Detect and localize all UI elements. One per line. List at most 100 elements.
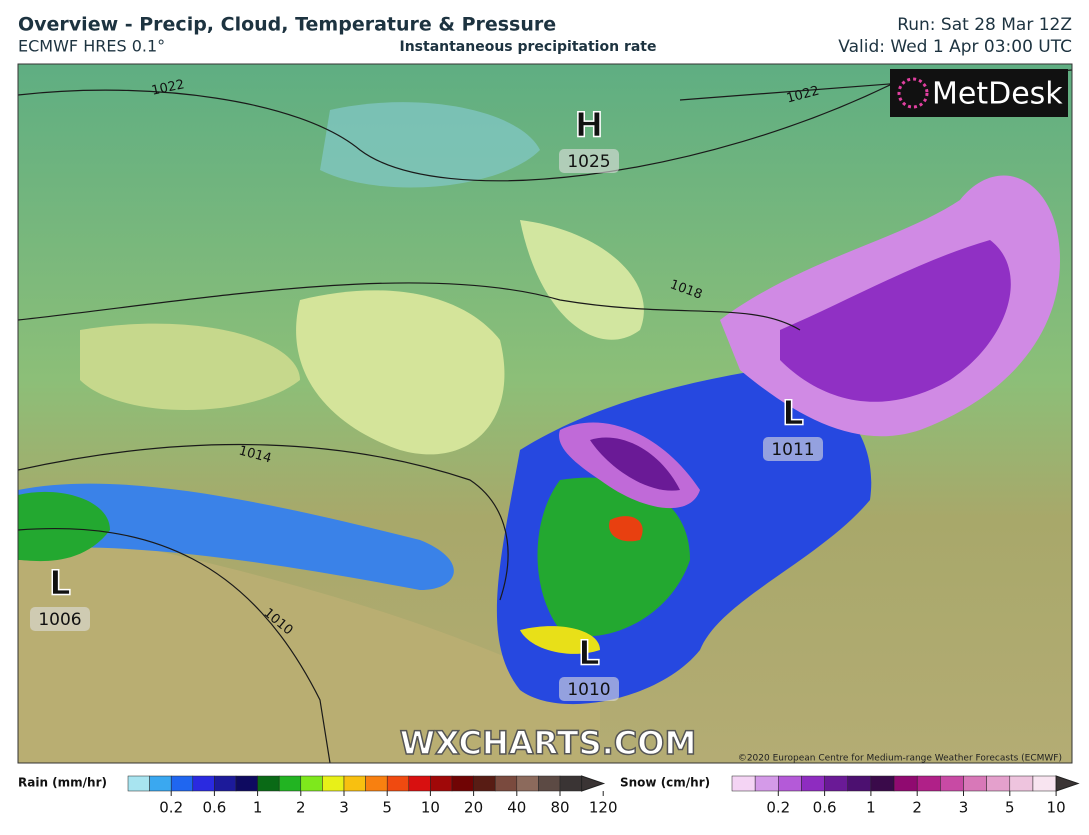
precip (18, 483, 454, 590)
center-pressure: 1011 (771, 440, 814, 460)
precip (520, 626, 600, 654)
legend-swatch (494, 775, 518, 792)
isobar (18, 282, 801, 331)
legend-tick-label: 0.6 (202, 799, 226, 817)
legend-swatch (870, 775, 895, 792)
legend-tick-label: 1 (253, 799, 263, 817)
legend-swatch (430, 775, 453, 792)
legend-swatch (170, 775, 194, 792)
center-pressure: 1006 (38, 610, 81, 630)
snow (590, 437, 680, 491)
legend-swatch (538, 775, 561, 792)
legend-tick-label: 5 (382, 799, 392, 817)
legend-swatch (516, 775, 539, 792)
precip (609, 516, 643, 542)
legend-swatch (257, 775, 280, 792)
legend-swatch (1032, 775, 1057, 792)
legend-tick-label: 20 (464, 799, 483, 817)
legend-swatch (824, 775, 848, 792)
center-pressure: 1025 (567, 152, 610, 172)
legend-tick-label: 5 (1005, 799, 1015, 817)
legend-tick-label: 0.6 (813, 799, 837, 817)
legend-swatch (192, 775, 215, 792)
legend-swatch (365, 775, 388, 792)
pressure-box (559, 149, 619, 173)
legend-tick-label: 120 (589, 799, 618, 817)
legend-tick-label: 80 (550, 799, 569, 817)
title: Overview - Precip, Cloud, Temperature & … (18, 14, 556, 36)
isobar-label: 1022 (150, 77, 185, 99)
pressure-box (763, 437, 823, 461)
legend-swatch (893, 775, 918, 792)
legend-tick-label: 3 (959, 799, 969, 817)
legend-tick-label: 40 (507, 799, 526, 817)
legend-swatch (235, 775, 258, 792)
legend-swatch (451, 775, 474, 792)
legend-swatch (731, 775, 756, 792)
legend-label: Rain (mm/hr) (18, 776, 107, 790)
sea (80, 323, 300, 410)
legend-arrow (1055, 775, 1080, 792)
watermark: WXCHARTS.COM (400, 724, 697, 762)
alps (320, 102, 540, 188)
sea (520, 220, 644, 340)
model: ECMWF HRES 0.1° (18, 37, 165, 56)
legend-swatch (127, 775, 150, 792)
legend-swatch (473, 775, 496, 792)
center-letter: L (578, 634, 600, 674)
copyright: ©2020 European Centre for Medium-range W… (738, 754, 1062, 764)
pressure-box (30, 607, 90, 631)
legend-swatch (986, 775, 1011, 792)
snow (780, 240, 1011, 402)
pressure-box (559, 677, 619, 701)
legend-swatch (149, 775, 172, 792)
run: Run: Sat 28 Mar 12Z (897, 15, 1072, 35)
legend-swatch (847, 775, 872, 792)
center-letter: L (782, 394, 804, 434)
logo-mark (897, 77, 929, 109)
subtitle: Instantaneous precipitation rate (400, 39, 657, 55)
center-letter: H (575, 106, 603, 146)
isobar (18, 443, 509, 601)
legend-swatch (801, 775, 825, 792)
precip (18, 491, 110, 562)
logo: MetDesk (932, 77, 1063, 112)
legend-label: Snow (cm/hr) (620, 776, 710, 790)
center-letter: L (49, 564, 71, 604)
legend-swatch (754, 775, 779, 792)
legend-swatch (940, 775, 964, 792)
legend-tick-label: 2 (912, 799, 922, 817)
legend-swatch (386, 775, 410, 792)
center-pressure: 1010 (567, 680, 610, 700)
legend-tick-label: 10 (1047, 799, 1066, 817)
logo-box (890, 69, 1068, 117)
map: MetDesk WXCHARTS.COM ©2020 European Cent… (18, 64, 1072, 764)
sea (296, 290, 505, 455)
legend-tick-label: 10 (421, 799, 440, 817)
land (18, 520, 600, 763)
legend-swatch (300, 775, 323, 792)
valid: Valid: Wed 1 Apr 03:00 UTC (838, 37, 1072, 57)
legend-swatch (916, 775, 941, 792)
legend-tick-label: 2 (296, 799, 306, 817)
precip (537, 477, 690, 637)
isobar (18, 527, 331, 763)
legend-tick-label: 3 (339, 799, 349, 817)
legend-swatch (343, 775, 366, 792)
legend-tick-label: 0.2 (766, 799, 790, 817)
legend-swatch (1009, 775, 1034, 792)
isobar (18, 79, 901, 182)
legend-tick-label: 1 (866, 799, 876, 817)
legend-tick-label: 0.2 (159, 799, 183, 817)
legend-arrow (581, 775, 606, 792)
map-frame (17, 63, 1073, 764)
legend-swatch (559, 775, 582, 792)
legend-swatch (278, 775, 302, 792)
legend-swatch (778, 775, 802, 792)
legend-swatch (963, 775, 987, 792)
legend-swatch (322, 775, 345, 792)
legend-swatch (408, 775, 431, 792)
legend-swatch (214, 775, 237, 792)
